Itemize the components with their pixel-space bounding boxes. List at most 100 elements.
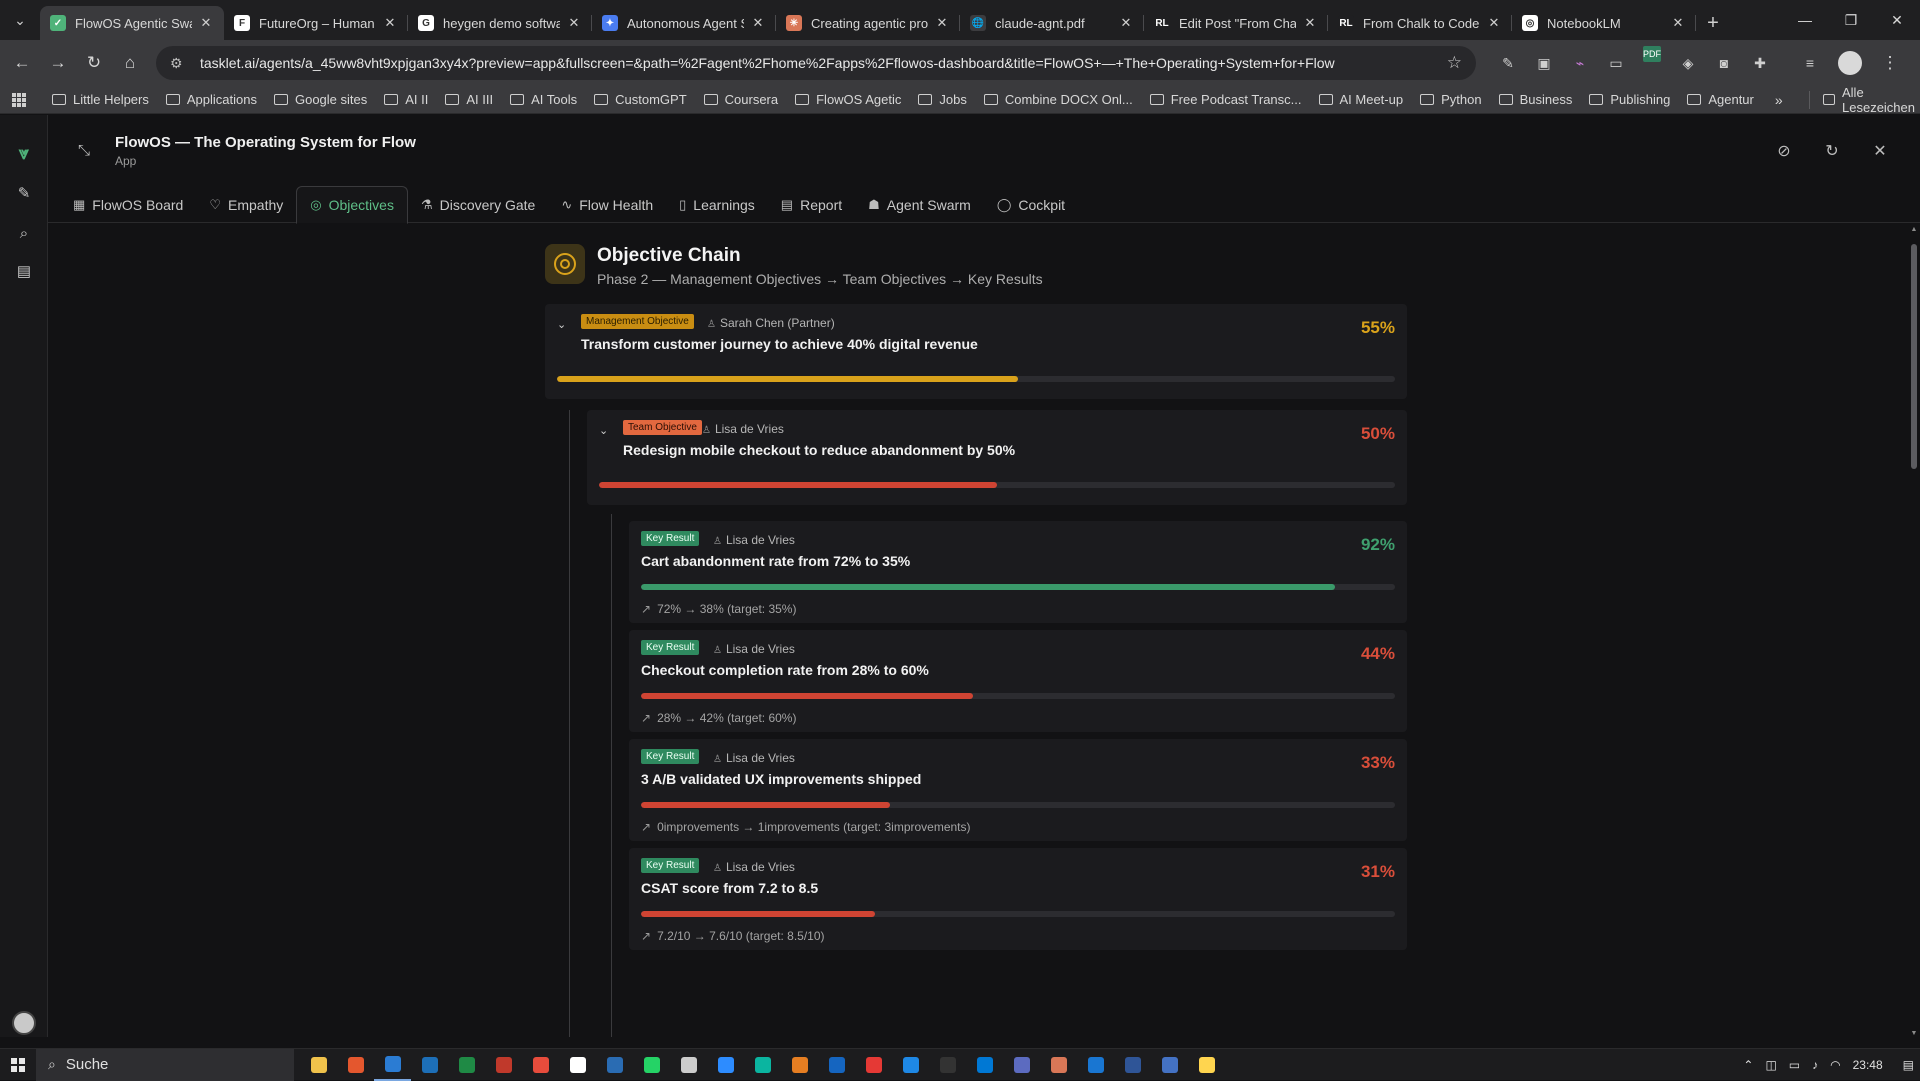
browser-tab[interactable]: ✳ Creating agentic pro ✕ xyxy=(776,6,960,40)
taskbar-app-icon[interactable] xyxy=(1188,1049,1225,1081)
tab-learnings[interactable]: ▯ Learnings xyxy=(666,186,768,223)
close-window-icon[interactable]: ✕ xyxy=(1891,11,1903,28)
taskbar-app-icon[interactable] xyxy=(1040,1049,1077,1081)
unpin-icon[interactable]: ⊘ xyxy=(1777,143,1791,160)
tray-chevron-icon[interactable]: ⌃ xyxy=(1743,1058,1754,1072)
app-logo-icon[interactable]: ⩔ xyxy=(18,142,30,163)
site-settings-icon[interactable]: ⚙ xyxy=(170,54,183,71)
user-avatar[interactable] xyxy=(12,1011,36,1035)
taskbar-app-icon[interactable] xyxy=(781,1049,818,1081)
browser-tab[interactable]: ✓ FlowOS Agentic Swar ✕ xyxy=(40,6,224,40)
team-objective-card[interactable]: ⌄ Team Objective ♙ Lisa de Vries Redesign… xyxy=(587,410,1407,505)
taskbar-app-icon[interactable] xyxy=(1114,1049,1151,1081)
scroll-down-icon[interactable]: ▼ xyxy=(1910,1030,1918,1037)
media-control-icon[interactable]: ≡ xyxy=(1805,55,1815,71)
more-bookmarks-button[interactable]: » xyxy=(1774,91,1783,108)
graph-extension-icon[interactable]: ⌁ xyxy=(1575,54,1585,71)
key-result-card[interactable]: Key Result ♙ Lisa de Vries CSAT score from … xyxy=(629,848,1407,950)
tab-empathy[interactable]: ♡ Empathy xyxy=(196,186,296,223)
chevron-down-icon[interactable]: ⌄ xyxy=(599,425,609,437)
home-icon[interactable]: ⌂ xyxy=(124,53,136,72)
forward-icon[interactable]: → xyxy=(49,53,67,72)
pdf-extension-icon[interactable]: PDF xyxy=(1643,46,1661,62)
tab-close-icon[interactable]: ✕ xyxy=(1672,15,1684,30)
tab-close-icon[interactable]: ✕ xyxy=(936,15,948,30)
bookmark-folder[interactable]: AI Tools xyxy=(510,92,577,107)
tab-close-icon[interactable]: ✕ xyxy=(200,15,212,30)
reload-icon[interactable]: ↻ xyxy=(86,53,102,72)
menu-kebab-icon[interactable]: ⋮ xyxy=(1881,53,1899,72)
tab-flowos-board[interactable]: ▦ FlowOS Board xyxy=(60,186,196,223)
pen-extension-icon[interactable]: ✎ xyxy=(1502,54,1514,71)
key-result-card[interactable]: Key Result ♙ Lisa de Vries Cart abandonment… xyxy=(629,521,1407,623)
battery-icon[interactable]: ▭ xyxy=(1788,1058,1801,1072)
taskbar-app-icon[interactable] xyxy=(855,1049,892,1081)
taskbar-app-icon[interactable] xyxy=(1077,1049,1114,1081)
wifi-icon[interactable]: ◠ xyxy=(1830,1058,1841,1072)
key-result-card[interactable]: Key Result ♙ Lisa de Vries 3 A/B validated … xyxy=(629,739,1407,841)
tab-objectives[interactable]: ◎ Objectives xyxy=(296,186,408,224)
new-tab-button[interactable]: + xyxy=(1707,11,1719,34)
tab-discovery-gate[interactable]: ⚗ Discovery Gate xyxy=(408,186,548,223)
tab-agent-swarm[interactable]: ☗ Agent Swarm xyxy=(855,186,984,223)
puzzle-extensions-icon[interactable]: ✚ xyxy=(1754,54,1766,71)
taskbar-app-icon[interactable] xyxy=(670,1049,707,1081)
taskbar-app-icon[interactable] xyxy=(522,1049,559,1081)
tab-flow-health[interactable]: ∿ Flow Health xyxy=(548,186,666,223)
browser-tab[interactable]: RL Edit Post "From Chalk ✕ xyxy=(1144,6,1328,40)
taskbar-app-icon[interactable] xyxy=(818,1049,855,1081)
close-icon[interactable]: ✕ xyxy=(1873,143,1887,160)
note-extension-icon[interactable]: ▣ xyxy=(1537,54,1551,71)
browser-tab[interactable]: 🌐 claude-agnt.pdf ✕ xyxy=(960,6,1144,40)
taskbar-app-icon[interactable] xyxy=(966,1049,1003,1081)
camera-extension-icon[interactable]: ◙ xyxy=(1719,55,1729,71)
taskbar-app-icon[interactable] xyxy=(337,1049,374,1081)
tab-close-icon[interactable]: ✕ xyxy=(1488,15,1500,30)
tab-search-chevron-icon[interactable]: ⌄ xyxy=(14,11,26,28)
chevron-down-icon[interactable]: ⌄ xyxy=(557,319,567,331)
tab-cockpit[interactable]: ◯ Cockpit xyxy=(984,186,1078,223)
volume-icon[interactable]: ♪ xyxy=(1812,1058,1819,1072)
taskbar-search[interactable]: ⌕ Suche xyxy=(36,1048,294,1081)
taskbar-app-icon[interactable] xyxy=(596,1049,633,1081)
bookmark-folder[interactable]: FlowOS Agetic xyxy=(795,92,901,107)
bookmark-folder[interactable]: AI Meet-up xyxy=(1318,92,1403,107)
taskbar-app-icon[interactable] xyxy=(411,1049,448,1081)
windows-start-icon[interactable] xyxy=(0,1049,36,1081)
bookmark-folder[interactable]: AI III xyxy=(445,92,493,107)
tablet-extension-icon[interactable]: ▭ xyxy=(1609,54,1623,71)
bookmark-folder[interactable]: AI II xyxy=(384,92,428,107)
all-bookmarks-button[interactable]: Alle Lesezeichen xyxy=(1823,85,1920,115)
taskbar-app-icon[interactable] xyxy=(559,1049,596,1081)
translate-extension-icon[interactable]: ◈ xyxy=(1682,54,1694,71)
taskbar-app-icon[interactable] xyxy=(633,1049,670,1081)
browser-tab[interactable]: ✦ Autonomous Agent S ✕ xyxy=(592,6,776,40)
bookmark-folder[interactable]: Business xyxy=(1498,92,1572,107)
tab-report[interactable]: ▤ Report xyxy=(768,186,855,223)
refresh-icon[interactable]: ↻ xyxy=(1825,143,1839,160)
bookmark-folder[interactable]: Little Helpers xyxy=(52,92,149,107)
search-icon[interactable]: ⌕ xyxy=(19,224,29,242)
taskbar-app-icon[interactable] xyxy=(892,1049,929,1081)
url-text[interactable]: tasklet.ai/agents/a_45ww8vht9xpjgan3xy4x… xyxy=(200,55,1335,71)
clock[interactable]: 23:48 xyxy=(1852,1058,1883,1072)
taskbar-app-icon[interactable] xyxy=(744,1049,781,1081)
taskbar-app-icon[interactable] xyxy=(1151,1049,1188,1081)
taskbar-app-icon[interactable] xyxy=(374,1049,411,1081)
tab-close-icon[interactable]: ✕ xyxy=(384,15,396,30)
browser-tab[interactable]: ◎ NotebookLM ✕ xyxy=(1512,6,1696,40)
taskbar-app-icon[interactable] xyxy=(929,1049,966,1081)
bookmark-folder[interactable]: Agentur xyxy=(1687,92,1754,107)
taskbar-app-icon[interactable] xyxy=(300,1049,337,1081)
bookmark-folder[interactable]: Applications xyxy=(165,92,257,107)
minimize-icon[interactable]: — xyxy=(1798,12,1812,28)
edit-icon[interactable]: ✎ xyxy=(17,185,31,202)
back-icon[interactable]: ← xyxy=(13,53,31,72)
scrollbar-thumb[interactable] xyxy=(1911,244,1917,469)
notifications-icon[interactable]: ▤ xyxy=(1902,1058,1914,1072)
restore-icon[interactable]: ❐ xyxy=(1844,11,1858,28)
tab-close-icon[interactable]: ✕ xyxy=(568,15,580,30)
bookmark-folder[interactable]: Publishing xyxy=(1589,92,1670,107)
bookmark-folder[interactable]: Combine DOCX Onl... xyxy=(983,92,1133,107)
